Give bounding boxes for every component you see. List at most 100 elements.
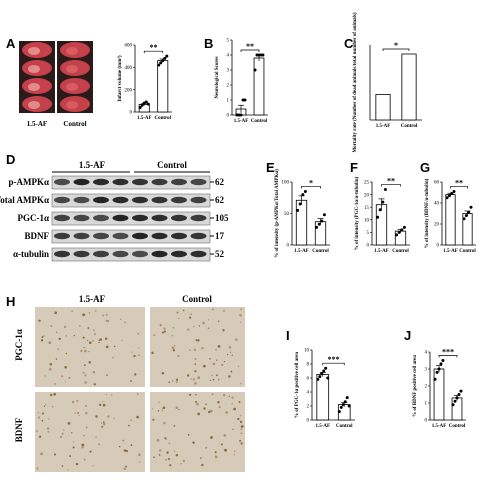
blot-band <box>190 214 207 222</box>
cell <box>138 461 141 463</box>
y-tick-label: 400 <box>125 66 133 71</box>
data-point <box>320 372 324 376</box>
x-tick-label: Control <box>449 424 466 429</box>
blot-band <box>171 214 187 222</box>
cell <box>94 333 96 335</box>
cell <box>161 410 164 412</box>
cell <box>162 406 166 409</box>
cell <box>175 406 179 409</box>
cell <box>240 432 243 435</box>
cell <box>136 415 139 419</box>
x-tick-label: 1.5-AF <box>234 119 249 124</box>
cell <box>196 402 199 406</box>
cell <box>65 334 68 337</box>
cell <box>93 383 96 386</box>
data-point <box>457 393 461 396</box>
cell <box>40 339 44 342</box>
y-tick-label: 200 <box>125 88 133 93</box>
bar <box>316 374 330 421</box>
cell <box>84 349 87 353</box>
data-point <box>341 403 345 407</box>
cell <box>232 428 234 431</box>
panel-letter: E <box>266 160 275 175</box>
cell <box>168 381 170 384</box>
cell <box>58 337 61 341</box>
cell <box>234 338 238 341</box>
data-point <box>301 193 305 197</box>
significance-bracket <box>381 184 401 187</box>
cell <box>223 449 226 451</box>
data-point <box>339 405 343 409</box>
y-tick-label: 20 <box>364 193 370 198</box>
cell <box>41 419 44 422</box>
cell <box>87 327 90 329</box>
cell <box>240 308 242 311</box>
cell <box>237 417 240 421</box>
significance-bracket <box>322 362 345 366</box>
y-axis-label: Neurological Scores <box>215 56 220 98</box>
cell <box>207 327 210 330</box>
panel-letter: J <box>404 328 411 343</box>
cell <box>203 364 206 368</box>
cell <box>201 463 204 467</box>
blot-band <box>93 214 109 222</box>
cell <box>211 393 214 396</box>
significance-label: ** <box>387 177 395 186</box>
cell <box>239 415 242 417</box>
cell <box>176 311 179 314</box>
cell <box>85 411 88 415</box>
blot-band <box>171 250 187 258</box>
cell <box>133 354 136 358</box>
cell <box>151 351 154 355</box>
blot-band <box>151 250 168 258</box>
data-point <box>317 222 321 226</box>
cell <box>158 454 161 456</box>
cell <box>195 339 198 342</box>
cell <box>81 446 84 449</box>
blot-band <box>112 214 129 222</box>
y-tick-label: 2 <box>307 405 310 410</box>
cell <box>240 382 242 385</box>
cell <box>171 346 175 350</box>
cell <box>152 408 154 410</box>
blot-band <box>54 196 70 204</box>
significance-label: * <box>394 41 398 50</box>
cell <box>64 381 66 383</box>
panel-letter: D <box>6 152 15 167</box>
y-tick-label: 10 <box>364 219 370 224</box>
cell <box>192 441 195 444</box>
x-tick-label: 1.5-AF <box>443 249 458 254</box>
cell <box>123 467 127 471</box>
significance-label: *** <box>442 348 454 357</box>
significance-bracket <box>240 49 260 52</box>
blot-band <box>132 232 148 240</box>
x-tick-label: 1.5-AF <box>137 116 152 121</box>
cell <box>210 436 213 439</box>
significance-label: ** <box>455 178 463 187</box>
y-tick-label: 2 <box>227 84 230 89</box>
cell <box>222 393 226 397</box>
blot-group: 1.5-AF <box>79 160 106 170</box>
blot-band <box>93 178 109 186</box>
cell <box>168 442 171 445</box>
data-point <box>445 196 449 200</box>
cell <box>190 313 192 315</box>
cell <box>63 429 65 431</box>
cell <box>92 465 94 467</box>
cell <box>101 425 104 428</box>
y-tick-label: 0 <box>307 419 310 424</box>
data-point <box>161 59 165 63</box>
blot-band <box>190 250 207 258</box>
cell <box>44 375 46 377</box>
cell <box>182 459 186 463</box>
blot-band <box>190 232 207 240</box>
cell <box>238 400 241 403</box>
kda-label: 62 <box>215 177 225 187</box>
data-point <box>144 100 148 104</box>
cell <box>84 381 87 384</box>
cell <box>231 354 233 356</box>
cell <box>83 346 85 349</box>
cell <box>228 395 230 397</box>
data-point <box>165 54 169 58</box>
cell <box>212 362 216 366</box>
